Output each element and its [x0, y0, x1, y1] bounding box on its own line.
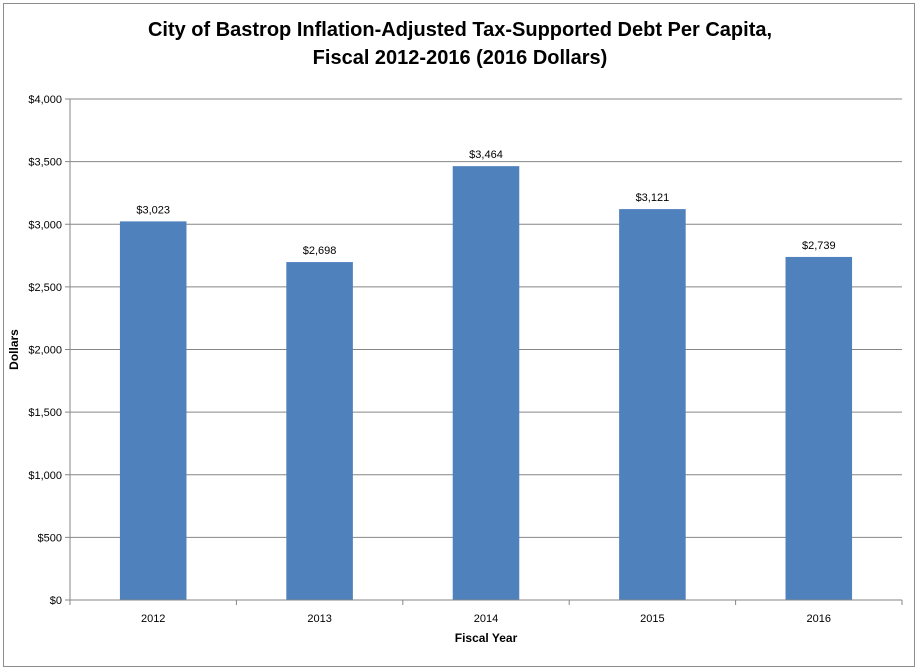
x-tick-label-2012: 2012 — [141, 613, 165, 625]
data-label-2016: $2,739 — [802, 240, 836, 252]
chart-title: City of Bastrop Inflation-Adjusted Tax-S… — [0, 16, 920, 72]
x-axis-title: Fiscal Year — [455, 631, 518, 645]
x-tick-label-2014: 2014 — [474, 613, 498, 625]
data-label-2015: $3,121 — [636, 192, 670, 204]
y-tick-label-7: $3,500 — [28, 157, 62, 169]
bar-2016 — [785, 256, 853, 600]
y-tick-label-5: $2,500 — [28, 282, 62, 294]
y-axis-title: Dollars — [7, 329, 21, 370]
y-tick-label-2: $1,000 — [28, 470, 62, 482]
bar-2012 — [119, 221, 187, 600]
x-tick-label-2015: 2015 — [640, 613, 664, 625]
y-tick-label-3: $1,500 — [28, 407, 62, 419]
y-tick-label-0: $0 — [50, 595, 62, 607]
y-tick-label-4: $2,000 — [28, 345, 62, 357]
chart-title-line-2: Fiscal 2012-2016 (2016 Dollars) — [312, 47, 608, 69]
y-tick-label-1: $500 — [38, 532, 62, 544]
x-tick-label-2013: 2013 — [307, 613, 331, 625]
y-tick-label-8: $4,000 — [28, 94, 62, 106]
y-tick-label-6: $3,000 — [28, 219, 62, 231]
data-label-2012: $3,023 — [136, 204, 170, 216]
bar-2015 — [619, 209, 686, 600]
data-label-2014: $3,464 — [469, 149, 503, 161]
bar-2013 — [286, 262, 353, 600]
x-tick-label-2016: 2016 — [807, 613, 831, 625]
bar-2014 — [452, 166, 520, 600]
data-label-2013: $2,698 — [303, 245, 337, 257]
chart-title-line-1: City of Bastrop Inflation-Adjusted Tax-S… — [147, 19, 773, 41]
